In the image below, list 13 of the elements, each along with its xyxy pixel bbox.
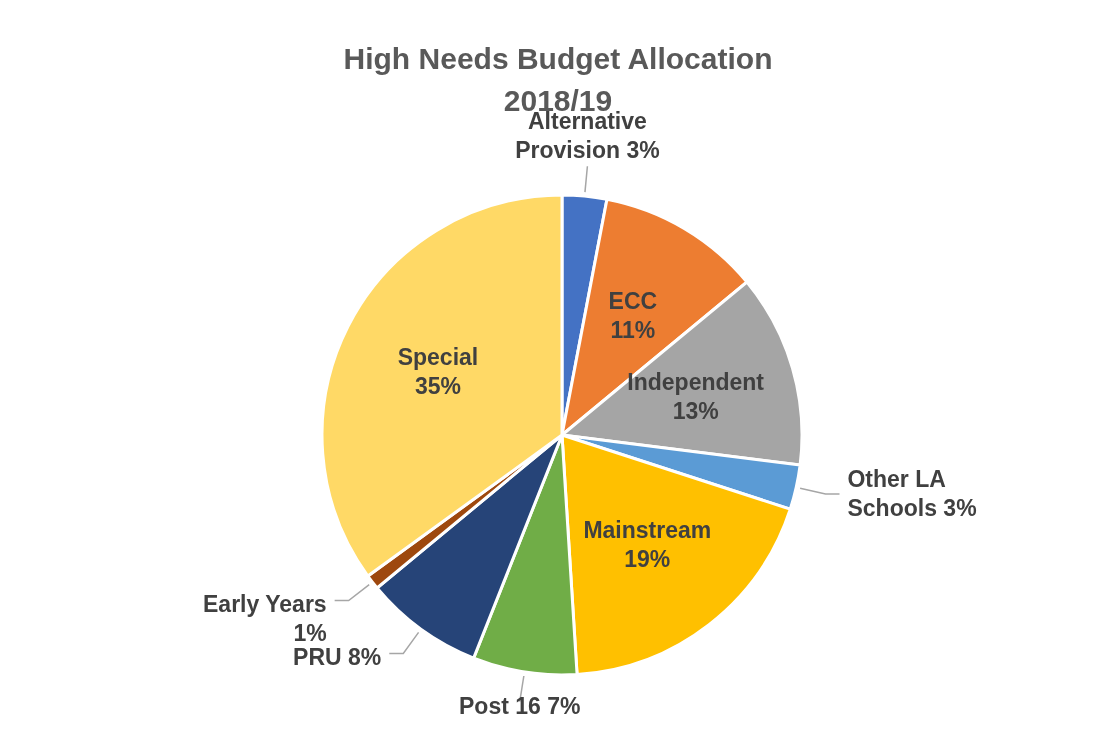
data-label: 13%	[672, 397, 719, 424]
slice-label: Early Years	[203, 591, 327, 618]
data-label: 19%	[624, 546, 671, 573]
slice-label: Post 16 7%	[459, 692, 581, 719]
slice-label: ECC	[608, 287, 658, 314]
slice-label: Independent	[627, 368, 765, 395]
slice-label: PRU 8%	[293, 644, 382, 671]
slice-label: Other LA Schools 3%	[847, 466, 977, 522]
slice-label: Special	[397, 344, 479, 371]
slice-label: Mainstream	[583, 517, 712, 544]
data-label: 11%	[610, 316, 656, 343]
data-label: 35%	[414, 373, 461, 400]
data-label: 1%	[293, 620, 327, 647]
